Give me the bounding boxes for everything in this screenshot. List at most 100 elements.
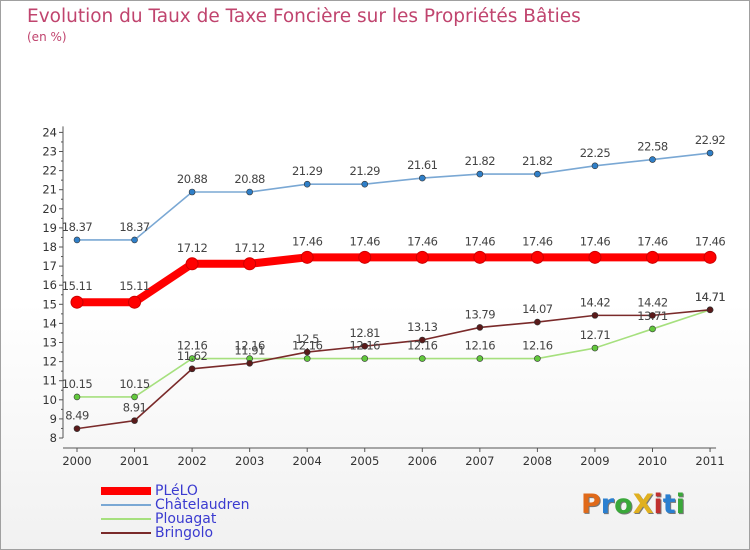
y-tick-label: 16 [42, 278, 57, 292]
data-point [73, 425, 81, 432]
series-line-2 [76, 309, 711, 398]
y-tick-label: 21 [42, 183, 57, 197]
data-point [73, 393, 81, 401]
x-tick-label: 2009 [580, 454, 609, 468]
y-tick-label: 18 [42, 240, 57, 254]
data-label: 14.07 [522, 302, 553, 316]
data-point [415, 250, 429, 264]
y-tick-label: 8 [50, 431, 57, 445]
data-point [246, 360, 253, 367]
data-label: 14.42 [637, 295, 668, 309]
data-label: 15.11 [62, 279, 93, 293]
data-label: 10.15 [119, 377, 150, 391]
data-point [646, 250, 659, 264]
data-point [300, 250, 314, 264]
data-point [706, 149, 714, 157]
y-tick-label: 22 [42, 164, 57, 178]
x-tick-label: 2005 [350, 454, 379, 468]
data-label: 17.46 [580, 234, 611, 248]
data-point [530, 250, 544, 264]
chart-title: Evolution du Taux de Taxe Foncière sur l… [27, 6, 581, 27]
data-label: 14.71 [695, 290, 726, 304]
y-tick-label: 24 [42, 125, 57, 139]
data-label: 22.58 [637, 140, 668, 154]
data-point [418, 174, 426, 182]
data-point [706, 306, 714, 314]
data-label: 14.42 [580, 295, 611, 309]
x-tick-label: 2001 [120, 454, 149, 468]
y-tick-label: 20 [42, 202, 57, 216]
data-label: 17.46 [407, 234, 438, 248]
data-point [534, 170, 541, 178]
data-label: 20.88 [234, 172, 265, 186]
legend-label: Bringolo [155, 525, 214, 541]
data-label: 10.15 [62, 377, 93, 391]
data-point [588, 250, 602, 264]
series-line-1 [76, 152, 711, 241]
y-tick-label: 23 [42, 145, 57, 159]
data-label: 15.11 [119, 279, 150, 293]
x-tick-label: 2008 [523, 454, 552, 468]
data-point [649, 312, 656, 319]
data-label: 11.62 [177, 349, 208, 363]
data-label: 17.12 [177, 241, 208, 255]
y-tick-label: 19 [42, 221, 57, 235]
data-point [188, 365, 196, 373]
data-label: 13.13 [407, 320, 438, 334]
data-label: 14.71 [695, 290, 726, 304]
data-point [703, 250, 717, 264]
data-label: 17.46 [695, 234, 726, 248]
legend-swatch [101, 487, 151, 495]
data-point [361, 180, 369, 188]
legend-label: PLéLO [155, 483, 198, 499]
x-tick-label: 2003 [235, 454, 264, 468]
data-point [361, 342, 369, 350]
data-label: 12.16 [292, 339, 323, 353]
y-tick-label: 17 [42, 259, 57, 273]
data-label: 17.46 [637, 234, 668, 248]
data-point [188, 355, 196, 362]
x-tick-label: 2000 [62, 454, 91, 468]
data-point [243, 257, 257, 271]
data-point [303, 180, 311, 188]
y-tick-label: 15 [42, 297, 57, 311]
legend-swatch [101, 532, 151, 534]
data-label: 8.49 [65, 409, 89, 423]
data-point [303, 348, 311, 356]
data-point [131, 417, 138, 424]
y-tick-label: 11 [42, 374, 57, 388]
data-label: 12.16 [234, 339, 265, 353]
data-label: 17.46 [465, 234, 496, 248]
data-label: 17.46 [350, 234, 381, 248]
y-tick-label: 9 [50, 412, 57, 426]
legend-label: Châtelaudren [155, 497, 250, 513]
data-point [303, 355, 311, 362]
data-point [246, 188, 253, 196]
y-tick-label: 12 [42, 355, 57, 369]
series-line-3 [76, 309, 711, 430]
data-label: 12.71 [580, 328, 611, 342]
data-label: 21.82 [465, 154, 496, 168]
data-point [591, 162, 599, 170]
data-label: 18.37 [62, 220, 93, 234]
y-tick-label: 14 [42, 316, 57, 330]
x-tick-label: 2011 [695, 454, 724, 468]
data-point [649, 156, 656, 163]
x-tick-label: 2006 [408, 454, 437, 468]
data-label: 21.82 [522, 154, 553, 168]
data-point [73, 236, 81, 244]
series-line-0 [73, 253, 715, 307]
data-point [418, 355, 426, 362]
data-label: 18.37 [119, 220, 150, 234]
data-label: 13.79 [465, 307, 496, 321]
data-label: 11.91 [234, 343, 265, 357]
data-point [473, 250, 487, 264]
data-label: 21.29 [350, 164, 381, 178]
data-label: 12.81 [350, 326, 381, 340]
data-point [70, 295, 84, 309]
data-point [358, 250, 372, 264]
data-point [591, 344, 599, 352]
data-label: 12.16 [407, 339, 438, 353]
data-label: 12.5 [295, 332, 319, 346]
